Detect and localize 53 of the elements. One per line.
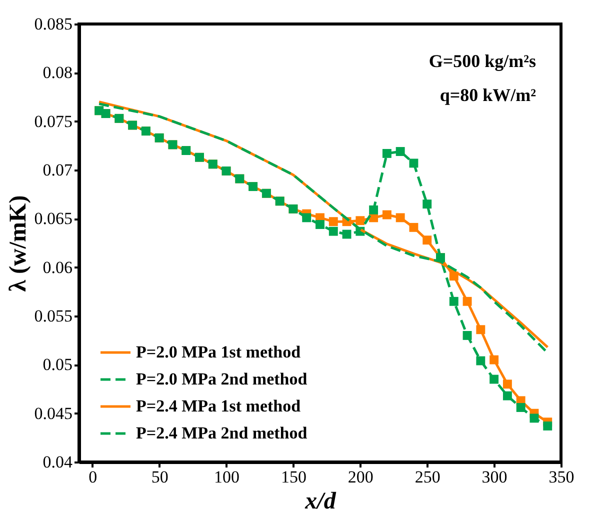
point [396, 213, 405, 222]
point [530, 414, 539, 423]
point [476, 325, 486, 334]
point [449, 296, 458, 306]
y-tick-label: 0.07 [42, 160, 73, 180]
point [409, 158, 418, 168]
point [356, 216, 365, 226]
point [382, 210, 392, 220]
point [502, 391, 512, 400]
point [462, 296, 472, 306]
point [396, 147, 405, 156]
y-tick-label: 0.045 [34, 404, 72, 423]
legend-label: P=2.0 MPa 1st method [136, 342, 302, 362]
point [342, 230, 352, 239]
y-tick-label: 0.065 [34, 209, 72, 228]
point [302, 213, 312, 222]
y-tick-label: 0.05 [42, 355, 72, 374]
y-tick-label: 0.04 [42, 452, 73, 472]
y-tick-label: 0.06 [42, 258, 72, 277]
point [328, 217, 338, 226]
point [409, 222, 418, 232]
y-axis-title: λ (w/mK) [5, 195, 32, 292]
point [382, 148, 392, 158]
point [490, 355, 499, 364]
x-tick-label: 350 [548, 468, 574, 486]
point [543, 422, 552, 430]
x-tick-label: 150 [280, 468, 306, 486]
y-tick-label: 0.075 [34, 112, 72, 131]
legend-label: P=2.4 MPa 2nd method [136, 424, 308, 442]
x-tick-label: 50 [151, 468, 168, 486]
point [328, 226, 338, 236]
x-tick-label: 200 [348, 468, 374, 486]
point [516, 403, 526, 412]
x-tick-label: 100 [214, 468, 240, 486]
x-axis-title: x/d [304, 488, 337, 514]
annotation: q=80 kW/m² [440, 85, 536, 105]
point [422, 200, 432, 209]
point [502, 380, 512, 389]
point [462, 330, 472, 340]
legend-label: P=2.4 MPa 1st method [136, 396, 302, 416]
point [316, 220, 324, 229]
point [490, 374, 499, 384]
y-tick-label: 0.085 [34, 14, 72, 34]
x-tick-label: 0 [88, 468, 98, 486]
x-tick-label: 300 [482, 468, 508, 486]
point [422, 236, 432, 245]
annotation: G=500 kg/m²s [428, 51, 536, 71]
y-tick-label: 0.08 [42, 63, 72, 82]
point [369, 205, 378, 214]
x-tick-label: 250 [414, 468, 440, 486]
point [476, 356, 486, 366]
y-tick-label: 0.055 [34, 306, 72, 326]
legend-label: P=2.0 MPa 2nd method [136, 370, 308, 388]
